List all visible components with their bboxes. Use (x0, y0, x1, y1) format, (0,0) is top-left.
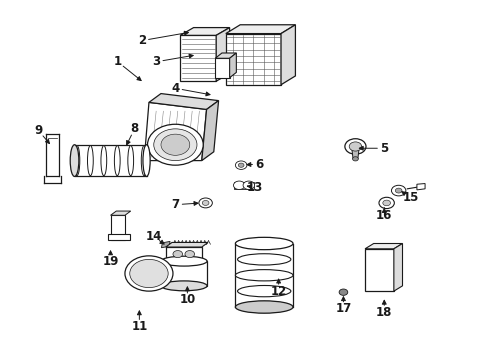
Circle shape (161, 134, 190, 155)
Text: 16: 16 (376, 209, 392, 222)
Circle shape (339, 289, 348, 295)
Text: 5: 5 (380, 142, 389, 155)
Text: 11: 11 (131, 320, 147, 333)
Polygon shape (166, 242, 208, 247)
Circle shape (379, 197, 394, 208)
Circle shape (130, 259, 168, 288)
Text: 6: 6 (255, 158, 264, 171)
Polygon shape (215, 58, 230, 78)
Polygon shape (394, 243, 402, 291)
Text: 13: 13 (246, 181, 263, 194)
Circle shape (345, 139, 366, 154)
Circle shape (185, 251, 195, 258)
Text: 10: 10 (179, 293, 196, 306)
Polygon shape (216, 28, 230, 81)
Ellipse shape (74, 145, 80, 176)
Ellipse shape (161, 281, 207, 291)
Polygon shape (352, 147, 359, 159)
Ellipse shape (240, 238, 289, 249)
Text: 3: 3 (152, 55, 160, 68)
Polygon shape (108, 234, 130, 240)
Ellipse shape (235, 237, 293, 250)
Text: 2: 2 (138, 34, 146, 47)
Ellipse shape (141, 145, 147, 176)
Polygon shape (111, 211, 131, 215)
Circle shape (235, 161, 247, 170)
Circle shape (173, 251, 183, 258)
Text: 7: 7 (172, 198, 179, 211)
Polygon shape (417, 184, 425, 190)
Ellipse shape (143, 145, 150, 176)
Ellipse shape (101, 145, 107, 176)
Circle shape (202, 201, 209, 206)
Polygon shape (234, 182, 254, 189)
Polygon shape (149, 94, 219, 109)
Circle shape (349, 142, 362, 151)
Circle shape (383, 200, 391, 206)
Polygon shape (161, 261, 207, 286)
Polygon shape (365, 243, 402, 249)
Ellipse shape (128, 145, 134, 176)
Polygon shape (74, 145, 147, 176)
Circle shape (353, 157, 358, 161)
Ellipse shape (114, 145, 120, 176)
Circle shape (199, 198, 212, 208)
Polygon shape (365, 249, 394, 291)
Ellipse shape (161, 256, 207, 266)
Text: 1: 1 (114, 55, 122, 68)
Ellipse shape (88, 145, 93, 176)
Ellipse shape (238, 254, 291, 265)
Circle shape (233, 181, 245, 189)
Text: 4: 4 (171, 82, 179, 95)
Polygon shape (161, 242, 170, 248)
Ellipse shape (235, 301, 293, 313)
Polygon shape (180, 35, 216, 81)
Polygon shape (180, 28, 230, 35)
Ellipse shape (238, 285, 291, 297)
Ellipse shape (70, 145, 79, 176)
Circle shape (147, 124, 203, 165)
Polygon shape (226, 33, 281, 85)
Text: 18: 18 (376, 306, 392, 319)
Circle shape (392, 185, 406, 196)
Text: 8: 8 (130, 122, 139, 135)
Polygon shape (230, 53, 236, 78)
Circle shape (125, 256, 173, 291)
Circle shape (395, 188, 402, 193)
Polygon shape (144, 102, 207, 161)
Text: 9: 9 (34, 124, 43, 137)
Polygon shape (111, 215, 125, 240)
Circle shape (243, 181, 255, 189)
Polygon shape (226, 25, 295, 33)
Polygon shape (166, 247, 202, 261)
Ellipse shape (240, 301, 289, 312)
Text: 14: 14 (146, 230, 162, 243)
Text: 17: 17 (335, 302, 351, 315)
Ellipse shape (235, 270, 293, 281)
Text: 19: 19 (102, 255, 119, 267)
Polygon shape (215, 53, 236, 58)
Circle shape (154, 129, 197, 161)
Text: 12: 12 (270, 285, 287, 298)
Polygon shape (281, 25, 295, 85)
Text: 15: 15 (402, 191, 419, 204)
Polygon shape (202, 100, 219, 161)
Circle shape (238, 163, 244, 167)
